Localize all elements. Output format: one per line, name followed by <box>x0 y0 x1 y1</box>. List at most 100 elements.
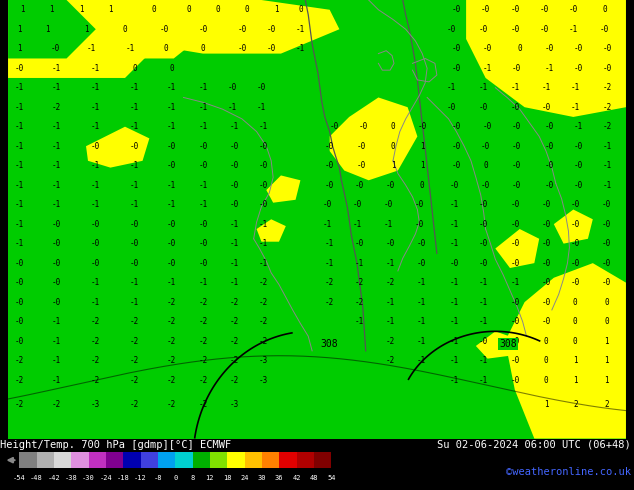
Text: -0: -0 <box>417 259 426 268</box>
Text: -2: -2 <box>259 337 268 345</box>
Text: -0: -0 <box>483 44 492 53</box>
Text: -0: -0 <box>198 24 207 34</box>
Text: -2: -2 <box>354 278 363 287</box>
Text: -0: -0 <box>447 103 456 112</box>
Text: -1: -1 <box>259 122 268 131</box>
Text: -30: -30 <box>82 474 95 481</box>
Text: -0: -0 <box>510 103 519 112</box>
Text: -2: -2 <box>91 356 100 365</box>
Text: -0: -0 <box>479 259 488 268</box>
Text: -1: -1 <box>52 161 61 170</box>
Text: -2: -2 <box>259 317 268 326</box>
Text: -1: -1 <box>259 259 268 268</box>
Text: -2: -2 <box>91 375 100 385</box>
Text: -1: -1 <box>198 122 207 131</box>
Text: -1: -1 <box>450 375 459 385</box>
Text: -0: -0 <box>91 142 100 151</box>
Text: 0: 0 <box>483 161 488 170</box>
Text: -0: -0 <box>574 44 583 53</box>
Text: -2: -2 <box>130 317 139 326</box>
Text: -0: -0 <box>447 24 456 34</box>
Text: -1: -1 <box>167 103 176 112</box>
Text: 1: 1 <box>49 5 55 14</box>
Bar <box>262 452 279 468</box>
Text: -2: -2 <box>52 103 61 112</box>
Text: 0: 0 <box>604 317 609 326</box>
Text: 0: 0 <box>604 297 609 307</box>
Text: -2: -2 <box>52 400 61 409</box>
Text: -2: -2 <box>198 375 207 385</box>
Text: -2: -2 <box>91 337 100 345</box>
Text: -2: -2 <box>603 122 612 131</box>
Text: -1: -1 <box>545 64 553 73</box>
Polygon shape <box>505 263 626 439</box>
Text: 0: 0 <box>420 181 425 190</box>
Bar <box>314 452 332 468</box>
Text: -0: -0 <box>198 142 207 151</box>
Text: -1: -1 <box>91 181 100 190</box>
Text: -1: -1 <box>167 278 176 287</box>
Text: 42: 42 <box>292 474 301 481</box>
Text: -2: -2 <box>130 375 139 385</box>
Text: -2: -2 <box>603 83 612 92</box>
Text: -0: -0 <box>418 122 427 131</box>
Text: -0: -0 <box>510 5 519 14</box>
Text: -2: -2 <box>259 297 268 307</box>
Text: -1: -1 <box>353 220 361 229</box>
Text: -1: -1 <box>198 83 207 92</box>
Text: -1: -1 <box>257 103 266 112</box>
Text: -1: -1 <box>52 122 61 131</box>
Text: -2: -2 <box>15 375 24 385</box>
Text: -1: -1 <box>259 220 268 229</box>
Text: -0: -0 <box>541 317 551 326</box>
Text: -2: -2 <box>325 297 334 307</box>
Text: -1: -1 <box>574 122 583 131</box>
Text: -0: -0 <box>545 181 553 190</box>
Text: 12: 12 <box>205 474 214 481</box>
Text: -0: -0 <box>481 142 490 151</box>
Text: -1: -1 <box>385 297 395 307</box>
Text: 0: 0 <box>544 337 548 345</box>
Text: -0: -0 <box>452 44 461 53</box>
Text: -0: -0 <box>228 83 237 92</box>
Text: ©weatheronline.co.uk: ©weatheronline.co.uk <box>506 467 631 477</box>
Text: -1: -1 <box>259 239 268 248</box>
Bar <box>19 452 37 468</box>
Text: -1: -1 <box>167 181 176 190</box>
Text: -1: -1 <box>130 161 139 170</box>
Text: -0: -0 <box>541 239 551 248</box>
Text: 1: 1 <box>420 142 425 151</box>
Text: -1: -1 <box>296 44 305 53</box>
Text: -0: -0 <box>259 142 268 151</box>
Text: -0: -0 <box>354 239 363 248</box>
Polygon shape <box>8 0 626 439</box>
Text: -0: -0 <box>91 239 100 248</box>
Text: -0: -0 <box>571 239 580 248</box>
Text: -1: -1 <box>569 24 578 34</box>
Text: 0: 0 <box>517 44 522 53</box>
Text: -2: -2 <box>385 356 395 365</box>
Text: -0: -0 <box>479 200 488 209</box>
Polygon shape <box>8 0 96 58</box>
Text: -1: -1 <box>479 375 488 385</box>
Text: -0: -0 <box>130 220 139 229</box>
Polygon shape <box>8 0 203 78</box>
Text: -2: -2 <box>167 297 176 307</box>
Text: 1: 1 <box>45 24 49 34</box>
Text: -3: -3 <box>91 400 100 409</box>
Text: -1: -1 <box>52 337 61 345</box>
Text: -0: -0 <box>510 24 519 34</box>
Text: 0: 0 <box>391 142 396 151</box>
Text: -1: -1 <box>198 278 207 287</box>
Text: -1: -1 <box>230 259 239 268</box>
Text: -0: -0 <box>510 259 519 268</box>
Text: -0: -0 <box>15 337 24 345</box>
Text: -2: -2 <box>198 337 207 345</box>
Text: -2: -2 <box>230 356 239 365</box>
Text: -1: -1 <box>198 181 207 190</box>
Text: -0: -0 <box>541 103 551 112</box>
Text: 2: 2 <box>604 400 609 409</box>
Text: -0: -0 <box>510 297 519 307</box>
Text: -0: -0 <box>541 278 551 287</box>
Text: -1: -1 <box>52 200 61 209</box>
